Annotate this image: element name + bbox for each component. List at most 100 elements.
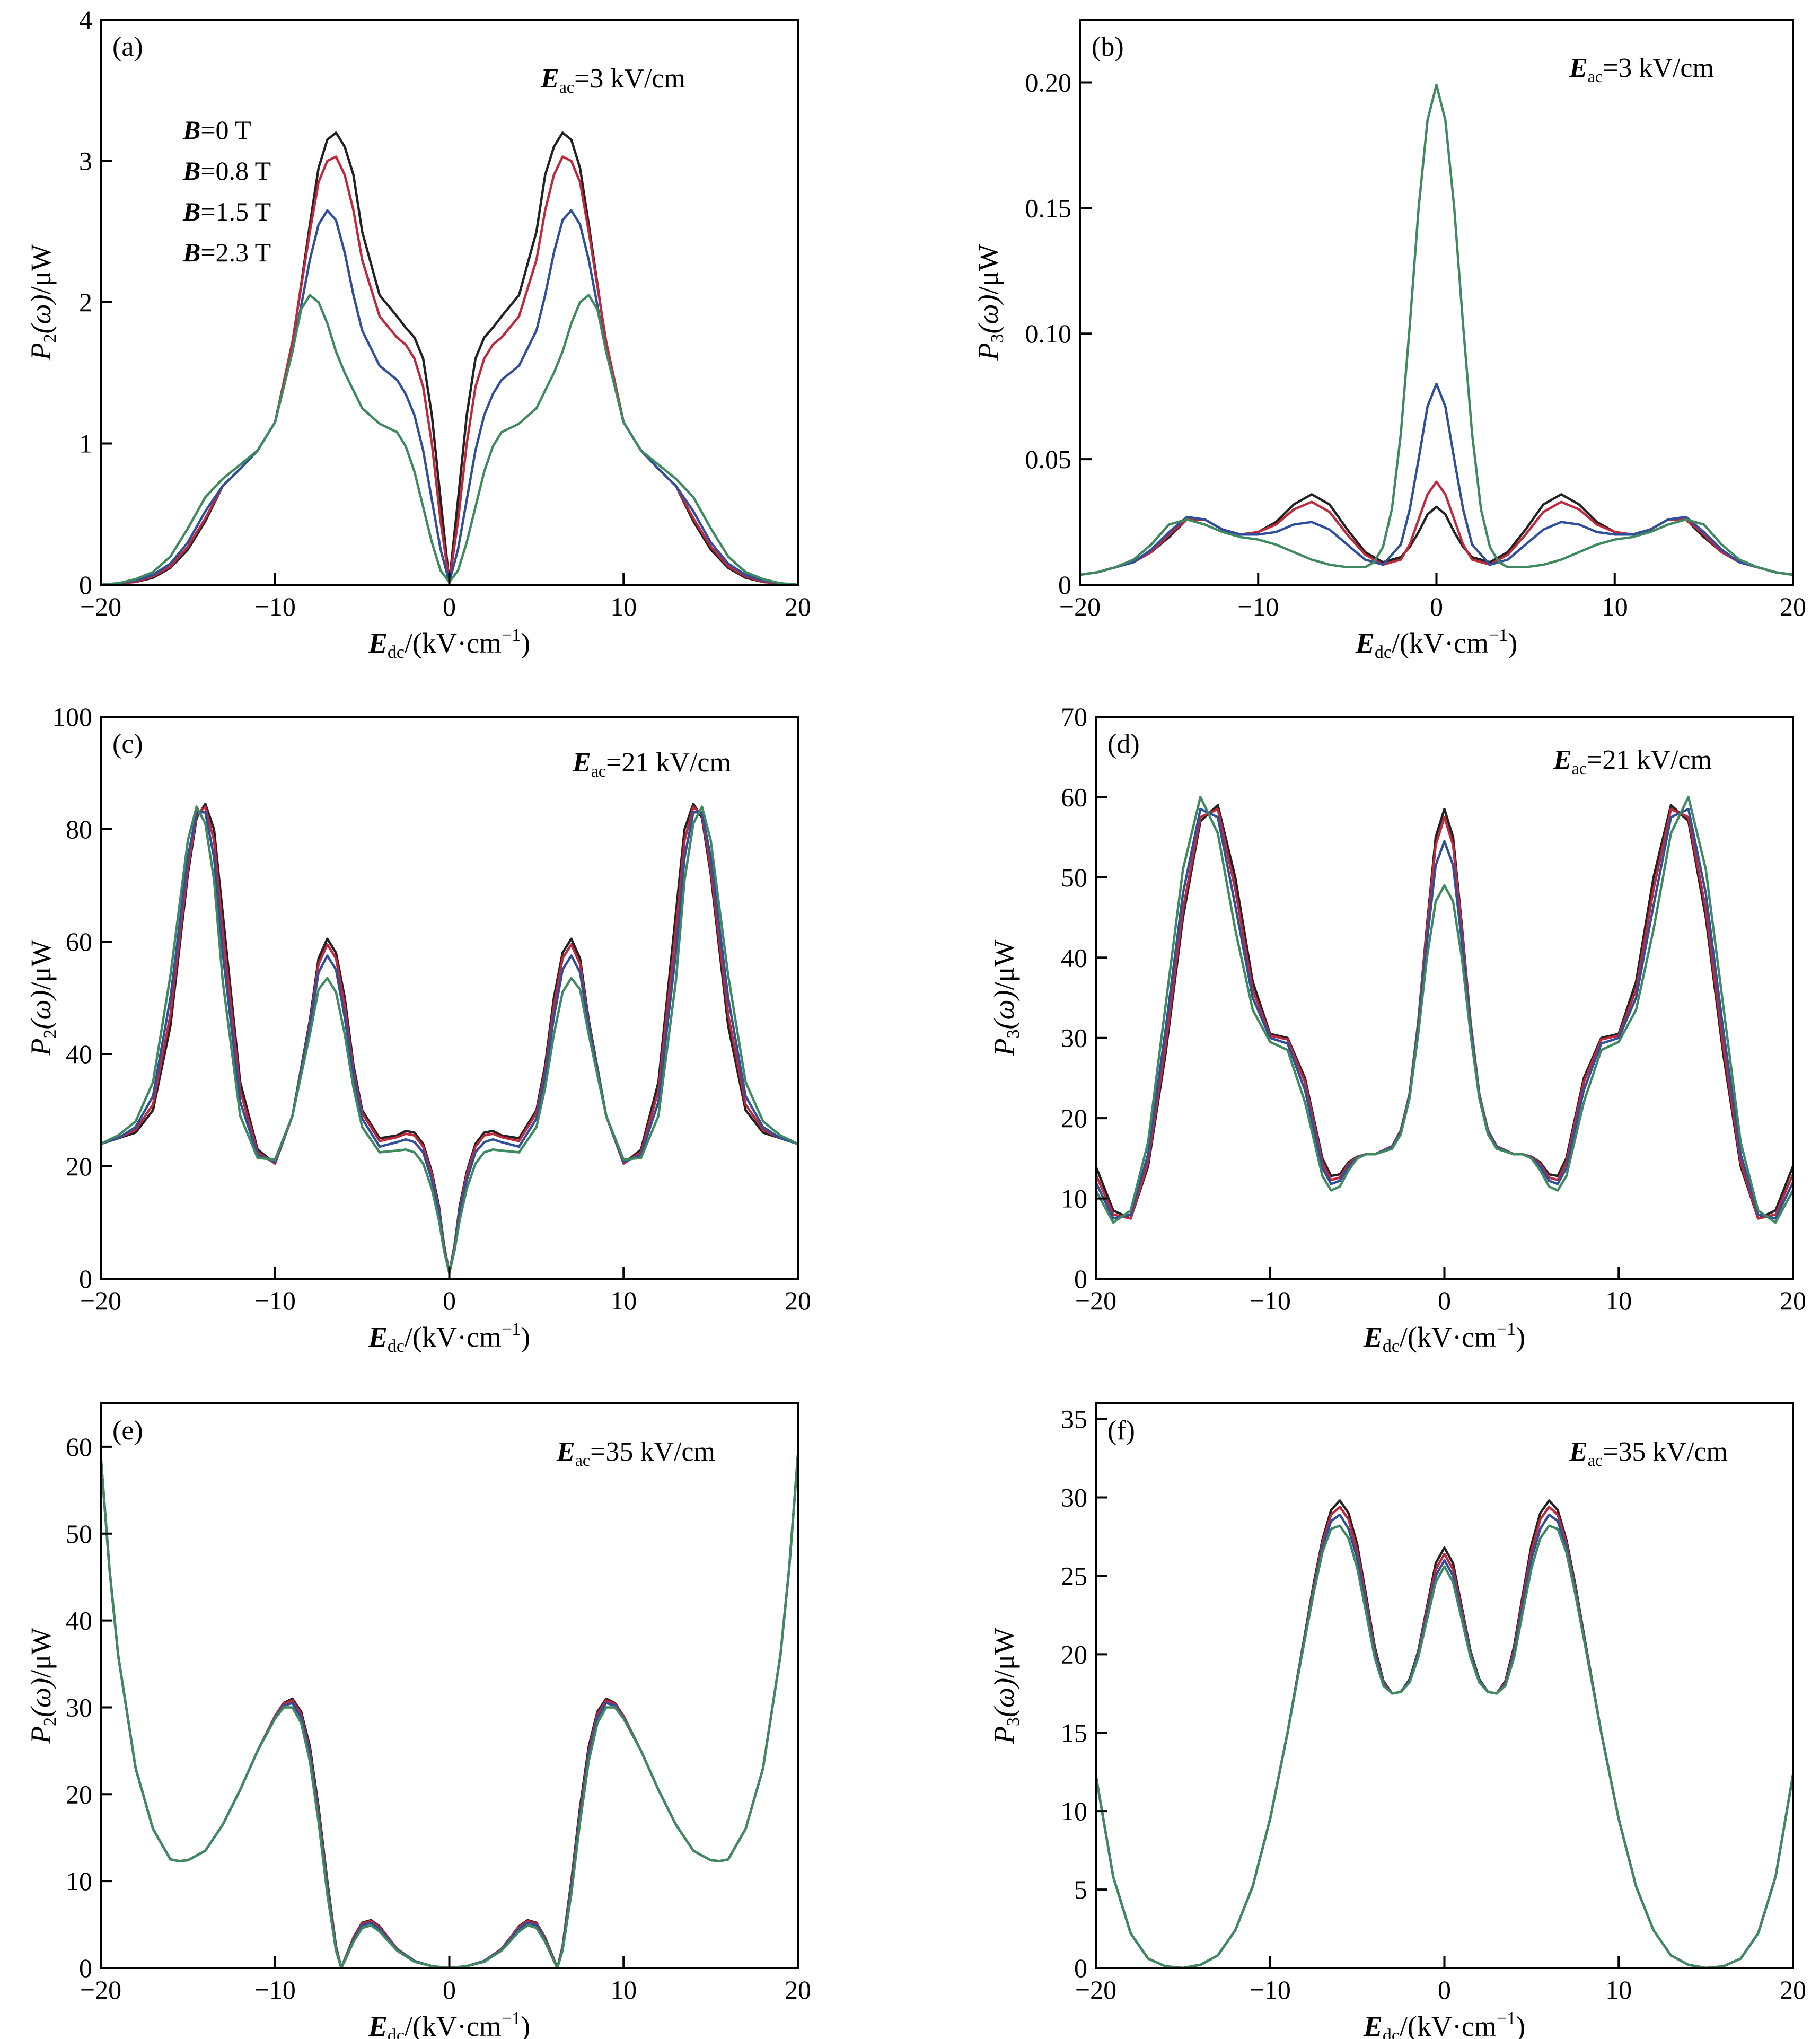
x-axis-title: Edc/(kV·cm−1): [1363, 2009, 1525, 2039]
y-tick-label: 20: [1061, 1639, 1087, 1669]
y-axis-subscript: 3: [1004, 1030, 1023, 1039]
y-axis-subscript: 3: [1004, 1717, 1023, 1726]
x-tick-label: 20: [1780, 592, 1806, 621]
y-tick-label: 10: [66, 1866, 92, 1896]
x-axis-title: Edc/(kV·cm−1): [1355, 626, 1517, 662]
x-axis-superscript: −1: [502, 626, 521, 645]
series-line-B23: [1080, 83, 1793, 576]
x-axis-title: Edc/(kV·cm−1): [1363, 1320, 1525, 1356]
y-tick-label: 10: [1061, 1184, 1087, 1214]
plot-frame: [100, 716, 799, 1280]
y-axis-symbol: P: [988, 1726, 1020, 1744]
x-axis-subscript: dc: [1375, 643, 1392, 662]
x-tick-label: −10: [1237, 592, 1279, 621]
x-tick-label: 0: [1430, 592, 1443, 621]
x-axis-symbol: E: [368, 1321, 388, 1353]
series-group: [1096, 1499, 1793, 1968]
field-annotation: Eac=3 kV/cm: [540, 64, 685, 96]
series-group: [1096, 796, 1793, 1224]
x-axis-units: /(kV·cm: [405, 627, 502, 659]
x-axis-title: Edc/(kV·cm−1): [368, 626, 530, 662]
y-axis-omega: (ω): [972, 294, 1004, 333]
x-tick-label: −10: [1250, 1975, 1291, 2005]
y-tick-label: 0.10: [1025, 319, 1072, 348]
y-tick-label: 100: [52, 702, 92, 732]
y-axis-symbol: P: [988, 1039, 1020, 1057]
y-tick-label: 0: [1074, 1953, 1087, 1983]
annotation-subscript: ac: [559, 77, 574, 96]
y-axis-symbol: P: [25, 1726, 57, 1744]
x-tick-label: −20: [80, 1286, 121, 1315]
legend-entry: B=1.5 T: [182, 197, 271, 226]
y-axis-symbol: P: [972, 343, 1004, 361]
y-axis-omega: (ω): [25, 990, 57, 1029]
x-tick-label: 20: [1780, 1975, 1806, 2005]
field-annotation: Eac=35 kV/cm: [556, 1437, 715, 1470]
series-line-B15: [1096, 1513, 1793, 1968]
x-axis-close: ): [521, 1321, 530, 1353]
y-tick-label: 40: [66, 1039, 92, 1069]
x-axis-symbol: E: [368, 627, 388, 659]
annotation-symbol: E: [1569, 53, 1588, 83]
y-tick-label: 0: [1074, 1264, 1087, 1294]
series-line-B08: [101, 805, 798, 1275]
x-tick-label: −10: [254, 592, 296, 621]
x-tick-label: −20: [80, 592, 121, 621]
y-tick-label: 10: [1061, 1796, 1087, 1826]
y-tick-label: 0: [1058, 570, 1071, 600]
y-tick-label: 40: [66, 1606, 92, 1636]
y-axis-subscript: 2: [40, 1717, 60, 1726]
y-tick-label: 30: [1061, 1483, 1087, 1513]
annotation-text: =35 kV/cm: [590, 1437, 715, 1467]
y-axis-omega: (ω): [25, 294, 57, 333]
legend-symbol: B: [182, 115, 200, 145]
annotation-symbol: E: [1553, 745, 1572, 775]
x-axis-subscript: dc: [388, 2026, 405, 2039]
series-line-B08: [1080, 480, 1793, 576]
series-line-B08: [1096, 1506, 1793, 1968]
annotation-subscript: ac: [591, 761, 606, 780]
series-line-B23: [1096, 1524, 1793, 1968]
x-axis-units: /(kV·cm: [405, 1321, 502, 1353]
y-axis-units: /μW: [988, 1628, 1020, 1678]
y-axis-omega: (ω): [988, 1678, 1020, 1717]
y-tick-label: 5: [1074, 1875, 1087, 1904]
x-axis-superscript: −1: [1497, 1320, 1516, 1339]
x-axis-subscript: dc: [388, 1337, 405, 1356]
x-tick-label: 10: [1605, 1975, 1632, 2005]
annotation-text: =21 kV/cm: [1587, 745, 1712, 775]
y-tick-label: 60: [1061, 782, 1087, 812]
x-tick-label: 0: [443, 592, 456, 621]
series-line-B23: [101, 294, 798, 585]
y-tick-label: 70: [1061, 702, 1087, 732]
plot-frame: [100, 1402, 799, 1969]
series-line-B23: [101, 805, 798, 1275]
panel-label: (a): [112, 32, 143, 62]
annotation-text: =3 kV/cm: [1603, 53, 1714, 83]
y-axis-title: P2(ω)/μW: [25, 939, 60, 1056]
y-tick-label: 1: [79, 429, 92, 459]
x-tick-label: 10: [610, 1286, 637, 1315]
panel-label: (e): [112, 1416, 143, 1446]
series-line-B08: [1096, 807, 1793, 1220]
x-tick-label: −10: [254, 1975, 296, 2005]
annotation-symbol: E: [572, 748, 591, 778]
annotation-symbol: E: [556, 1437, 575, 1467]
x-tick-label: 20: [785, 592, 811, 621]
y-tick-label: 35: [1061, 1404, 1087, 1434]
x-axis-subscript: dc: [1383, 1337, 1400, 1356]
series-line-B15: [101, 811, 798, 1275]
y-tick-label: 30: [1061, 1023, 1087, 1053]
x-tick-label: −20: [1075, 1975, 1116, 2005]
legend-value: =0 T: [200, 115, 251, 145]
annotation-subscript: ac: [575, 1451, 590, 1470]
annotation-symbol: E: [1569, 1437, 1588, 1467]
series-line-B15: [1096, 807, 1793, 1220]
x-tick-label: 10: [610, 1975, 637, 2005]
series-group: [101, 803, 798, 1275]
x-axis-units: /(kV·cm: [1392, 627, 1489, 659]
legend-symbol: B: [182, 197, 200, 226]
series-line-B15: [1080, 382, 1793, 576]
